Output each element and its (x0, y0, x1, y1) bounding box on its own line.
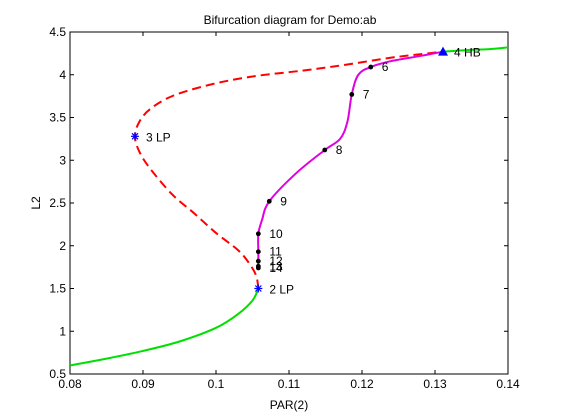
x-tick-label: 0.1 (208, 377, 225, 391)
periodic-point (266, 198, 272, 204)
periodic-point-label: 8 (336, 143, 343, 157)
periodic-point-label: 7 (363, 87, 370, 101)
y-tick-label: 3 (59, 153, 66, 167)
periodic-point-label: 6 (382, 60, 389, 74)
periodic-point-label: 13 (269, 259, 283, 273)
periodic-point-label: 9 (280, 194, 287, 208)
x-tick-label: 0.11 (278, 377, 301, 391)
series-stable-2 (442, 46, 509, 53)
x-tick-label: 0.08 (58, 377, 82, 391)
y-tick-label: 1 (59, 324, 66, 338)
special-point-label: 4 HB (454, 46, 481, 60)
y-tick-label: 2 (59, 239, 66, 253)
periodic-point (368, 64, 374, 70)
x-axis-label: PAR(2) (270, 398, 308, 412)
lp-star-marker (254, 284, 263, 293)
y-tick-label: 4 (59, 68, 66, 82)
periodic-point-label: 10 (269, 227, 283, 241)
lp-star-marker (130, 132, 139, 141)
x-tick-label: 0.09 (131, 377, 155, 391)
periodic-point-label: 11 (269, 245, 282, 259)
periodic-point (255, 258, 261, 264)
x-tick-label: 0.12 (350, 377, 374, 391)
periodic-point (255, 249, 261, 255)
axes-box (69, 31, 509, 375)
periodic-point-label: 12 (269, 254, 283, 268)
periodic-point (322, 147, 328, 153)
x-tick-label: 0.13 (423, 377, 447, 391)
series-stable-0 (69, 288, 260, 367)
y-axis-label: L2 (29, 196, 43, 210)
periodic-point (349, 92, 355, 97)
ticks: 0.08 0.09 0.1 0.11 0.12 0.13 0.14 0.5 1 1.5 2 2.5 3 3… (49, 25, 520, 391)
periodic-point-label: 14 (269, 261, 283, 275)
special-point-label: 3 LP (146, 130, 171, 144)
y-tick-label: 3.5 (49, 111, 66, 125)
hb-triangle-marker (438, 46, 449, 56)
x-tick-label: 0.14 (496, 377, 520, 391)
y-tick-label: 4.5 (49, 25, 66, 39)
periodic-point (255, 231, 261, 237)
special-point-label: 2 LP (269, 283, 294, 297)
y-tick-label: 1.5 (49, 282, 66, 296)
y-tick-label: 2.5 (49, 196, 66, 210)
chart-title: Bifurcation diagram for Demo:ab (204, 13, 377, 27)
y-tick-label: 0.5 (49, 367, 66, 381)
series-unstable-1 (133, 50, 444, 289)
periodic-point (255, 265, 261, 271)
